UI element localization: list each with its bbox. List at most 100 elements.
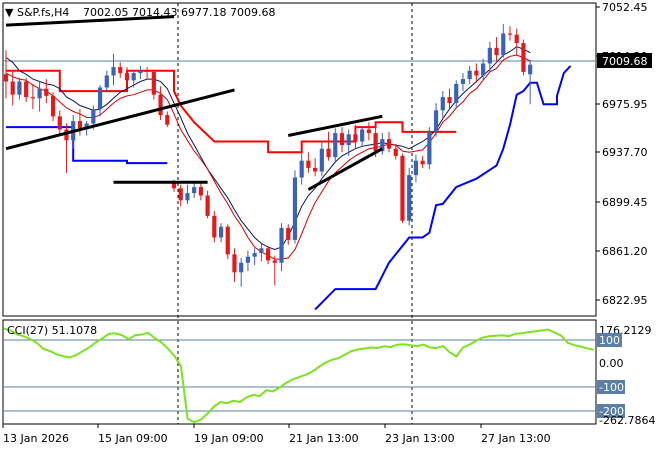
ohlc-label: 7002.05 7014.43 6977.18 7009.68 xyxy=(83,6,275,19)
price-axis: 7052.45 7014.20 6975.95 6937.70 6899.45 … xyxy=(596,1,648,307)
candle-body xyxy=(400,155,405,221)
candle-body xyxy=(259,248,264,254)
candle-body xyxy=(118,67,123,74)
upper-trailing-line xyxy=(6,69,457,154)
candle-body xyxy=(366,129,371,134)
candle-body xyxy=(3,74,9,82)
candle-body xyxy=(239,262,244,273)
time-label: 15 Jan 09:00 xyxy=(98,432,168,445)
candle-body xyxy=(313,167,318,172)
cci-plot-frame xyxy=(2,319,597,425)
cci-line xyxy=(3,327,595,424)
candle-body xyxy=(165,115,170,125)
candle-body xyxy=(225,226,230,255)
candle-body xyxy=(145,70,150,72)
candle-body xyxy=(279,227,284,263)
candle-body xyxy=(514,34,519,44)
candle-body xyxy=(286,227,291,240)
candle-body xyxy=(319,148,324,172)
trendline xyxy=(307,147,384,191)
candle-body xyxy=(393,148,398,156)
price-tick-label: 6861.20 xyxy=(602,245,648,258)
cci-level-box-minus200 xyxy=(597,404,625,418)
price-plot-frame xyxy=(2,2,597,317)
blue-trailing-stop xyxy=(314,65,572,311)
cci-tick-label: -200 xyxy=(599,405,624,418)
candle-body xyxy=(218,226,224,238)
time-label: 13 Jan 2026 xyxy=(3,432,69,445)
candle-body xyxy=(353,134,358,142)
cci-level-box-100 xyxy=(597,333,622,347)
time-label: 23 Jan 13:00 xyxy=(385,432,455,445)
candle-body xyxy=(212,215,217,238)
candle-body xyxy=(77,121,83,129)
candle-body xyxy=(474,70,479,76)
candle-body xyxy=(10,81,15,95)
price-tick-label: 6822.95 xyxy=(602,294,648,307)
candle-body xyxy=(192,187,197,194)
trendline xyxy=(287,114,383,137)
candle-body xyxy=(440,97,445,111)
candle-body xyxy=(50,95,56,117)
candle-body xyxy=(57,116,62,130)
candle-body xyxy=(44,88,49,96)
candle-body xyxy=(30,97,35,99)
current-price-box xyxy=(597,53,652,68)
price-tick-label: 6899.45 xyxy=(602,196,648,209)
candle-body xyxy=(333,133,338,158)
candle-body xyxy=(124,73,130,81)
cci-tick-label: 100 xyxy=(599,334,620,347)
candle-body xyxy=(501,33,506,56)
cci-level-box-minus100 xyxy=(597,380,625,394)
candle-body xyxy=(507,33,513,35)
candle-body xyxy=(205,195,210,216)
candle-body xyxy=(64,129,69,141)
candle-body xyxy=(232,254,237,273)
cci-label: CCI(27) 51.1078 xyxy=(7,324,97,337)
current-price-label: 7009.68 xyxy=(602,55,648,68)
price-layer xyxy=(3,15,572,311)
time-label: 27 Jan 13:00 xyxy=(481,432,551,445)
candle-body xyxy=(494,47,499,56)
candle-body xyxy=(138,70,143,74)
time-label: 19 Jan 09:00 xyxy=(194,432,264,445)
cci-tick-label: -100 xyxy=(599,381,624,394)
candle-body xyxy=(386,139,392,149)
candle-body xyxy=(97,87,103,110)
candle-body xyxy=(407,175,412,221)
candle-body xyxy=(413,160,419,176)
cci-layer xyxy=(3,327,595,424)
candle-body xyxy=(528,64,533,75)
candle-body xyxy=(245,256,251,263)
candle-body xyxy=(265,248,271,261)
candle-body xyxy=(17,81,22,95)
candle-body xyxy=(467,70,472,80)
candle-body xyxy=(151,71,156,95)
candle-body xyxy=(84,123,89,129)
candle-body xyxy=(420,160,425,165)
cci-tick-label: -262.7864 xyxy=(599,414,655,427)
candle-body xyxy=(91,109,96,124)
candle-body xyxy=(252,253,257,257)
candle-body xyxy=(326,148,331,158)
cci-axis: 176.2129 100 0.00 -100 -200 -262.7864 xyxy=(597,324,655,427)
candle-body xyxy=(339,133,345,146)
candle-body xyxy=(111,67,116,76)
time-axis: 13 Jan 2026 15 Jan 09:00 19 Jan 09:00 21… xyxy=(2,424,551,445)
candle-body xyxy=(427,131,432,165)
price-tick-label: 6937.70 xyxy=(602,146,648,159)
candle-body xyxy=(433,110,439,132)
lower-trailing-line xyxy=(6,126,168,165)
candle-body xyxy=(306,160,311,168)
candle-body xyxy=(447,97,452,104)
symbol-triangle: ▼ xyxy=(5,6,14,19)
candle-body xyxy=(185,193,190,201)
candle-body xyxy=(360,129,365,142)
candle-body xyxy=(37,88,42,99)
candle-body xyxy=(24,81,29,98)
cci-tick-label: 0.00 xyxy=(599,357,624,370)
price-tick-label: 6975.95 xyxy=(602,98,648,111)
candle-body xyxy=(460,79,466,84)
candle-body xyxy=(171,182,177,189)
